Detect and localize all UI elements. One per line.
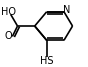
Text: O: O: [4, 31, 12, 41]
Text: HS: HS: [40, 56, 54, 66]
Text: HO: HO: [1, 7, 16, 17]
Text: N: N: [63, 5, 71, 15]
